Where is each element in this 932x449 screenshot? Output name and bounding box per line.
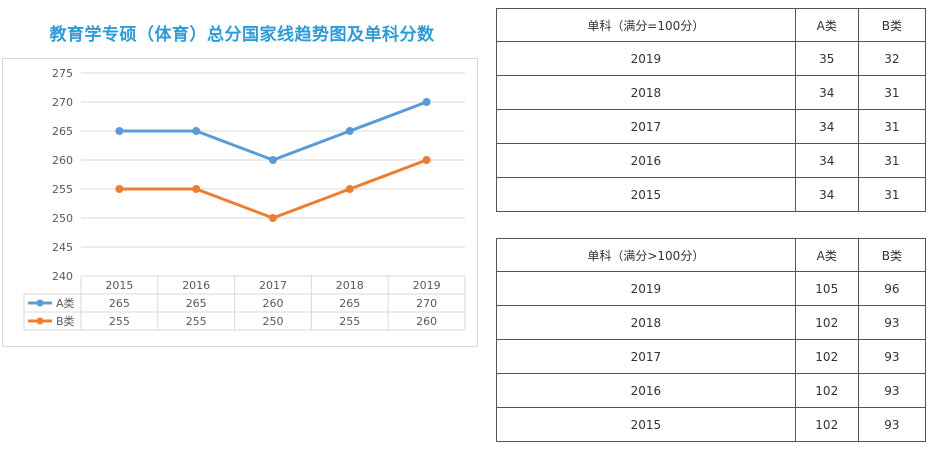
table-row: 2017 102 93 bbox=[496, 339, 927, 374]
line-chart: 240 245 250 255 260 265 270 275 2015 2016 2017 2018… bbox=[23, 67, 466, 331]
data-value-label: 255 bbox=[186, 315, 207, 328]
table-row: 2017 34 31 bbox=[496, 109, 927, 144]
header-subject: 单科（满分=100分） bbox=[496, 8, 796, 42]
cell-b: 31 bbox=[857, 75, 927, 110]
cell-year: 2015 bbox=[496, 177, 796, 212]
data-point bbox=[269, 214, 277, 222]
table-row: 2016 102 93 bbox=[496, 373, 927, 408]
data-point bbox=[192, 127, 201, 135]
cell-a: 34 bbox=[794, 143, 859, 178]
data-value-label: 255 bbox=[339, 315, 360, 328]
cell-b: 31 bbox=[857, 177, 927, 212]
data-point bbox=[345, 185, 354, 193]
cell-b: 32 bbox=[857, 41, 927, 76]
table-row: 2015 102 93 bbox=[496, 407, 927, 442]
data-value-label: 260 bbox=[263, 297, 284, 310]
cell-b: 96 bbox=[857, 271, 927, 306]
data-value-label: 265 bbox=[186, 297, 207, 310]
y-tick-label: 265 bbox=[52, 125, 73, 138]
cell-year: 2019 bbox=[496, 271, 796, 306]
cell-b: 93 bbox=[857, 339, 927, 374]
x-tick-label: 2015 bbox=[105, 279, 133, 292]
single-subject-table-over-100: 单科（满分>100分） A类 B类 2019 105 96 2018 102 93 20… bbox=[496, 238, 927, 442]
data-value-label: 265 bbox=[339, 297, 360, 310]
y-tick-label: 270 bbox=[52, 96, 73, 109]
cell-a: 34 bbox=[794, 109, 859, 144]
cell-a: 102 bbox=[794, 373, 859, 408]
cell-year: 2016 bbox=[496, 143, 796, 178]
single-subject-table-100: 单科（满分=100分） A类 B类 2019 35 32 2018 34 31 2017… bbox=[496, 8, 927, 212]
table-row: 2015 34 31 bbox=[496, 177, 927, 212]
table-row: 2019 35 32 bbox=[496, 41, 927, 76]
cell-year: 2019 bbox=[496, 41, 796, 76]
data-value-label: 265 bbox=[109, 297, 130, 310]
data-point bbox=[192, 185, 201, 193]
legend-marker bbox=[36, 317, 44, 325]
x-tick-label: 2018 bbox=[336, 279, 364, 292]
cell-year: 2018 bbox=[496, 305, 796, 340]
cell-a: 35 bbox=[794, 41, 859, 76]
y-tick-label: 250 bbox=[52, 212, 73, 225]
data-point bbox=[422, 156, 431, 164]
cell-a: 34 bbox=[794, 75, 859, 110]
header-subject: 单科（满分>100分） bbox=[496, 238, 796, 272]
cell-a: 102 bbox=[794, 407, 859, 442]
table-header-row: 单科（满分=100分） A类 B类 bbox=[496, 8, 927, 42]
cell-year: 2017 bbox=[496, 109, 796, 144]
y-tick-label: 275 bbox=[52, 67, 73, 80]
table-row: 2019 105 96 bbox=[496, 271, 927, 306]
cell-b: 31 bbox=[857, 143, 927, 178]
header-a: A类 bbox=[794, 8, 859, 42]
cell-b: 93 bbox=[857, 407, 927, 442]
data-value-label: 270 bbox=[416, 297, 437, 310]
chart-frame bbox=[2, 58, 478, 347]
x-tick-label: 2019 bbox=[413, 279, 441, 292]
cell-year: 2016 bbox=[496, 373, 796, 408]
header-b: B类 bbox=[857, 8, 927, 42]
data-value-label: 255 bbox=[109, 315, 130, 328]
header-a: A类 bbox=[794, 238, 859, 272]
data-value-label: 260 bbox=[416, 315, 437, 328]
cell-a: 102 bbox=[794, 339, 859, 374]
y-tick-label: 240 bbox=[52, 270, 73, 283]
cell-b: 93 bbox=[857, 373, 927, 408]
cell-a: 105 bbox=[794, 271, 859, 306]
x-tick-label: 2017 bbox=[259, 279, 287, 292]
y-tick-label: 260 bbox=[52, 154, 73, 167]
data-point bbox=[422, 98, 431, 106]
cell-b: 93 bbox=[857, 305, 927, 340]
y-tick-label: 255 bbox=[52, 183, 73, 196]
data-point bbox=[345, 127, 354, 135]
cell-a: 34 bbox=[794, 177, 859, 212]
legend-label: B类 bbox=[56, 314, 75, 328]
legend-label: A类 bbox=[56, 296, 75, 310]
header-b: B类 bbox=[857, 238, 927, 272]
data-point bbox=[115, 185, 124, 193]
data-value-label: 250 bbox=[263, 315, 284, 328]
y-tick-label: 245 bbox=[52, 241, 73, 254]
table-row: 2018 34 31 bbox=[496, 75, 927, 110]
cell-a: 102 bbox=[794, 305, 859, 340]
table-row: 2018 102 93 bbox=[496, 305, 927, 340]
data-point bbox=[269, 156, 277, 164]
x-tick-label: 2016 bbox=[182, 279, 210, 292]
cell-b: 31 bbox=[857, 109, 927, 144]
table-row: 2016 34 31 bbox=[496, 143, 927, 178]
legend-marker bbox=[36, 299, 44, 307]
cell-year: 2017 bbox=[496, 339, 796, 374]
cell-year: 2015 bbox=[496, 407, 796, 442]
chart-title: 教育学专硕（体育）总分国家线趋势图及单科分数 bbox=[49, 25, 435, 45]
cell-year: 2018 bbox=[496, 75, 796, 110]
data-point bbox=[115, 127, 124, 135]
table-header-row: 单科（满分>100分） A类 B类 bbox=[496, 238, 927, 272]
